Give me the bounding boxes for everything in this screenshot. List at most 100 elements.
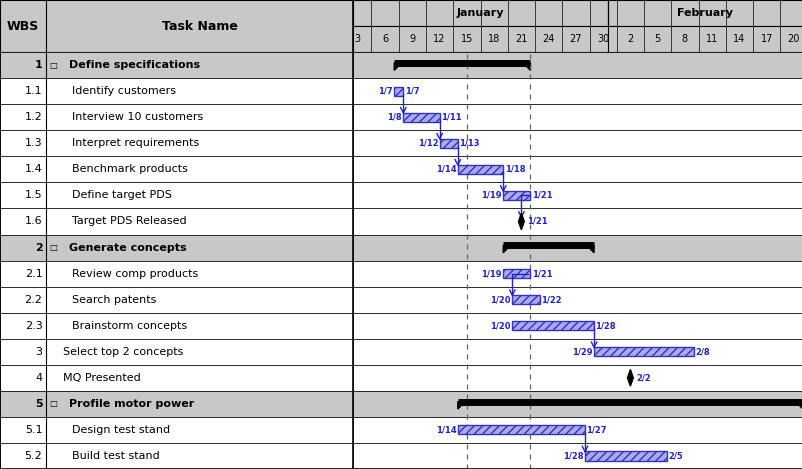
Text: 1/18: 1/18 (504, 165, 525, 174)
Bar (0, 365, 353, 391)
Bar (0, 208, 353, 234)
Text: 8: 8 (681, 34, 687, 44)
Text: 30: 30 (596, 34, 609, 44)
Bar (0, 78, 353, 104)
Text: 1/21: 1/21 (531, 269, 552, 278)
Bar (0, 417, 353, 443)
Text: 1/19: 1/19 (480, 191, 501, 200)
Bar (353, 443, 802, 469)
Text: 4: 4 (35, 373, 43, 383)
Text: 1: 1 (34, 60, 43, 70)
Text: 1/8: 1/8 (387, 113, 402, 122)
Text: 2: 2 (34, 242, 43, 252)
Text: Interview 10 customers: Interview 10 customers (72, 112, 204, 122)
Text: Profile motor power: Profile motor power (69, 399, 194, 409)
Text: 2.3: 2.3 (25, 321, 43, 331)
Bar (353, 365, 802, 391)
Text: Interpret requirements: Interpret requirements (72, 138, 200, 148)
Bar (353, 156, 802, 182)
Bar (0, 313, 353, 339)
Text: WBS: WBS (7, 20, 39, 32)
Bar (353, 339, 802, 365)
Text: 1/20: 1/20 (490, 321, 510, 330)
Text: Benchmark products: Benchmark products (72, 164, 188, 174)
Text: 1/27: 1/27 (585, 425, 606, 434)
Text: Target PDS Released: Target PDS Released (72, 217, 187, 227)
Text: 2: 2 (626, 34, 633, 44)
Bar (0, 0, 353, 52)
Bar (353, 104, 802, 130)
Text: 2/8: 2/8 (695, 347, 709, 356)
Text: 1.1: 1.1 (25, 86, 43, 96)
Bar (0, 261, 353, 287)
Text: 14: 14 (732, 34, 744, 44)
Bar (353, 52, 802, 78)
Text: 1/14: 1/14 (435, 165, 456, 174)
Bar (353, 391, 802, 417)
Bar (353, 261, 802, 287)
Bar (584, 451, 666, 461)
Text: 1/7: 1/7 (378, 87, 392, 96)
Text: 6: 6 (382, 34, 387, 44)
Bar (457, 165, 503, 174)
Bar (503, 191, 530, 200)
Text: 1/7: 1/7 (404, 87, 419, 96)
Bar (457, 425, 584, 434)
Bar (593, 347, 693, 356)
Text: 2.1: 2.1 (25, 269, 43, 279)
Text: 1/28: 1/28 (562, 452, 583, 461)
Text: Search patents: Search patents (72, 295, 156, 305)
Text: MQ Presented: MQ Presented (63, 373, 140, 383)
Text: 1.4: 1.4 (25, 164, 43, 174)
Text: 5.1: 5.1 (25, 425, 43, 435)
Text: Brainstorm concepts: Brainstorm concepts (72, 321, 188, 331)
Text: 11: 11 (705, 34, 717, 44)
Text: 1/21: 1/21 (531, 191, 552, 200)
Bar (353, 130, 802, 156)
Bar (353, 234, 802, 261)
Bar (403, 113, 439, 122)
Text: 12: 12 (433, 34, 445, 44)
Text: 2/5: 2/5 (667, 452, 682, 461)
Text: Define target PDS: Define target PDS (72, 190, 172, 200)
Polygon shape (503, 245, 510, 253)
Bar (0, 287, 353, 313)
Text: Design test stand: Design test stand (72, 425, 170, 435)
Text: 1.5: 1.5 (25, 190, 43, 200)
Text: 1.6: 1.6 (25, 217, 43, 227)
Text: □: □ (50, 400, 57, 408)
Bar (607, 0, 802, 26)
Text: 1/22: 1/22 (541, 295, 561, 304)
Polygon shape (394, 63, 401, 70)
Bar (353, 0, 607, 26)
Bar (503, 269, 530, 278)
Text: 15: 15 (460, 34, 472, 44)
Bar (512, 321, 593, 330)
Bar (353, 417, 802, 443)
Text: January: January (456, 8, 504, 18)
Bar (0, 156, 353, 182)
Polygon shape (626, 370, 633, 386)
Bar (0, 339, 353, 365)
Text: Identify customers: Identify customers (72, 86, 176, 96)
Text: 1/29: 1/29 (572, 347, 592, 356)
Text: 17: 17 (759, 34, 772, 44)
Text: Build test stand: Build test stand (72, 451, 160, 461)
Text: 1/11: 1/11 (440, 113, 461, 122)
Bar (353, 313, 802, 339)
Text: 5.2: 5.2 (25, 451, 43, 461)
Bar (0, 234, 353, 261)
Polygon shape (523, 63, 530, 70)
Text: 1/28: 1/28 (594, 321, 615, 330)
Bar (353, 287, 802, 313)
Text: □: □ (50, 243, 57, 252)
Text: 1/13: 1/13 (459, 139, 479, 148)
Text: 1.3: 1.3 (25, 138, 43, 148)
Bar (0, 130, 353, 156)
Text: 1/21: 1/21 (526, 217, 547, 226)
Polygon shape (795, 402, 802, 409)
Text: 20: 20 (787, 34, 799, 44)
Text: 3: 3 (35, 347, 43, 357)
Bar (0, 391, 353, 417)
Bar (353, 26, 802, 52)
